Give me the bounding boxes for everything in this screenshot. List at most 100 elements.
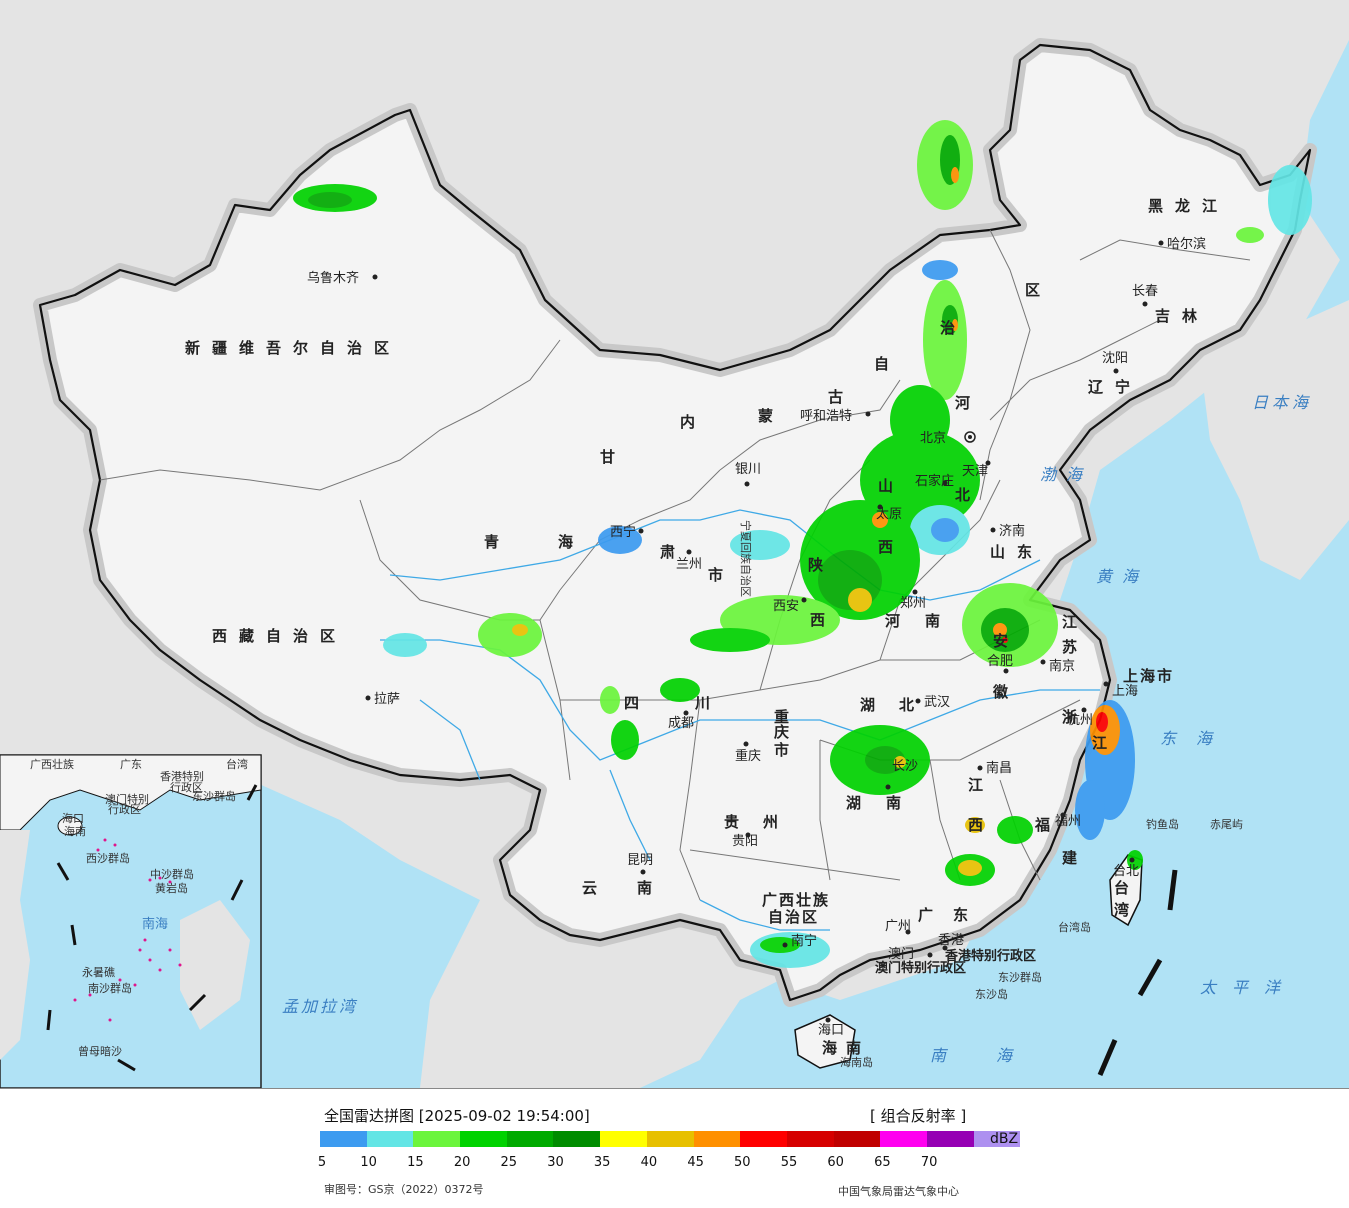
- city-guangzhou: 广州: [885, 919, 911, 935]
- svg-text:台北: 台北: [1113, 864, 1139, 879]
- label-nmg-f: 区: [1025, 281, 1052, 299]
- inset-label-hainan: 海南: [64, 824, 86, 838]
- city-macau: 澳门: [888, 946, 933, 962]
- city-urumqi: 乌鲁木齐: [307, 270, 378, 286]
- label-fujian-b: 建: [1062, 849, 1089, 867]
- scale-tick-label: 40: [640, 1155, 658, 1170]
- svg-text:石家庄: 石家庄: [915, 473, 954, 489]
- city-xian: 西安: [773, 597, 807, 614]
- label-sichuan-b: 川: [694, 694, 722, 712]
- svg-text:南京: 南京: [1049, 658, 1075, 674]
- inset-label-taiwan: 台湾: [226, 757, 248, 771]
- city-lhasa: 拉萨: [365, 692, 400, 707]
- city-hongkong: 香港: [938, 933, 964, 951]
- city-changchun: 长春: [1132, 284, 1158, 307]
- label-chongqing-a: 重: [774, 708, 801, 726]
- svg-text:兰州: 兰州: [676, 557, 702, 572]
- label-guizhou: 贵州: [724, 813, 802, 831]
- label-hebei-a: 河: [955, 394, 982, 412]
- svg-text:合肥: 合肥: [987, 654, 1013, 669]
- label-shanghai: 上海市: [1123, 667, 1174, 685]
- scale-swatch: [600, 1131, 647, 1147]
- inset-label-haikou: 海口: [62, 811, 84, 825]
- city-shanghai: 上海: [1103, 681, 1138, 699]
- label-jiangsu-a: 江: [1062, 613, 1089, 631]
- scale-swatch: [926, 1131, 974, 1147]
- scale-swatch: [740, 1131, 787, 1147]
- city-nanjing: 南京: [1040, 658, 1075, 674]
- svg-text:杭州: 杭州: [1067, 713, 1093, 728]
- label-pacific: 太平洋: [1200, 978, 1296, 997]
- label-nmg-c: 古: [828, 388, 855, 406]
- svg-text:福州: 福州: [1055, 814, 1081, 829]
- city-tianjin: 天津: [962, 460, 991, 479]
- city-haikou: 海口: [818, 1017, 844, 1038]
- label-anhui-a: 安: [993, 632, 1020, 650]
- maritime-dashes: [1097, 869, 1178, 1076]
- svg-text:南宁: 南宁: [791, 933, 817, 949]
- label-bohai: 渤海: [1040, 465, 1092, 484]
- svg-text:海口: 海口: [818, 1023, 844, 1038]
- inset-label-guangxi: 广西壮族: [30, 757, 74, 771]
- label-sichuan-a: 四: [624, 694, 651, 712]
- label-hainan-a: 海: [822, 1039, 849, 1057]
- scale-tick-label: 10: [360, 1155, 377, 1170]
- svg-text:哈尔滨: 哈尔滨: [1167, 236, 1206, 252]
- city-fuzhou: 福州: [1055, 812, 1081, 829]
- legend-product: [ 组合反射率 ]: [870, 1107, 967, 1125]
- inset-label-zengmu: 曾母暗沙: [78, 1044, 122, 1058]
- label-shandong: 山东: [990, 543, 1044, 561]
- label-fujian-a: 福: [1034, 816, 1062, 834]
- scale-swatch: [833, 1131, 881, 1147]
- scale-swatch: [880, 1131, 927, 1147]
- city-shijiazhuang: 石家庄: [915, 473, 954, 489]
- label-hongkong: 香港特别行政区: [944, 948, 1036, 964]
- city-guiyang: 贵阳: [732, 832, 758, 849]
- city-chengdu: 成都: [668, 710, 694, 731]
- svg-text:广州: 广州: [885, 919, 911, 934]
- city-beijing: 北京: [920, 431, 976, 446]
- svg-text:天津: 天津: [962, 464, 988, 479]
- label-jiangxi-b: 西: [968, 816, 995, 834]
- label-hunan-b: 南: [886, 794, 913, 812]
- scale-tick-label: 25: [500, 1155, 518, 1170]
- inset-label-macau: 澳门特别: [105, 792, 149, 806]
- inset-label-hk2: 行政区: [170, 780, 203, 794]
- label-qinghai-a: 青: [484, 533, 511, 551]
- inset-label-nansha: 南沙群岛: [88, 981, 132, 995]
- svg-text:南昌: 南昌: [986, 760, 1012, 776]
- label-yellow-sea: 黄海: [1096, 567, 1148, 586]
- label-shanxi-a: 山: [878, 477, 905, 495]
- inset-label-guangdong: 广东: [120, 758, 142, 771]
- label-gansu-shi: 市: [708, 566, 735, 584]
- svg-text:西宁: 西宁: [610, 524, 636, 540]
- label-ningxia: 宁夏回族自治区: [739, 520, 753, 597]
- svg-text:长沙: 长沙: [892, 759, 918, 774]
- map-canvas: 广西壮族 广东 台湾 香港特别 行政区 澳门特别 行政区 东沙群岛 海口 海南 …: [0, 0, 1349, 1088]
- inset-label-hk: 香港特别: [160, 769, 204, 783]
- scale-swatch: [786, 1131, 834, 1147]
- label-chongqing-b: 庆: [774, 723, 801, 741]
- scale-tick-label: 15: [407, 1155, 424, 1170]
- label-dongsha: 东沙岛: [975, 987, 1008, 1001]
- legend-panel: 全国雷达拼图 [2025-09-02 19:54:00] [ 组合反射率 ] d…: [0, 1089, 1349, 1208]
- city-nanning: 南宁: [782, 933, 817, 949]
- city-hangzhou: 杭州: [1067, 707, 1093, 728]
- svg-text:澳门: 澳门: [888, 946, 914, 962]
- city-taiyuan: 太原: [876, 504, 902, 522]
- scale-swatch: [366, 1131, 414, 1147]
- inset-label-south-sea: 南海: [142, 916, 168, 932]
- label-jilin: 吉林: [1155, 307, 1209, 325]
- city-harbin: 哈尔滨: [1158, 236, 1206, 252]
- label-qinghai-b: 海: [558, 533, 585, 551]
- svg-text:长春: 长春: [1132, 284, 1158, 299]
- svg-text:郑州: 郑州: [900, 596, 926, 611]
- label-jiangsu-b: 苏: [1062, 638, 1089, 656]
- city-changsha: 长沙: [885, 759, 918, 790]
- svg-text:重庆: 重庆: [735, 748, 761, 764]
- scale-tick-label: 30: [547, 1155, 564, 1170]
- label-liaoning: 辽宁: [1088, 378, 1142, 396]
- scale-tick-label: 65: [874, 1155, 891, 1170]
- label-heilongjiang: 黑龙江: [1148, 197, 1229, 215]
- inset-label-macau2: 行政区: [108, 802, 141, 816]
